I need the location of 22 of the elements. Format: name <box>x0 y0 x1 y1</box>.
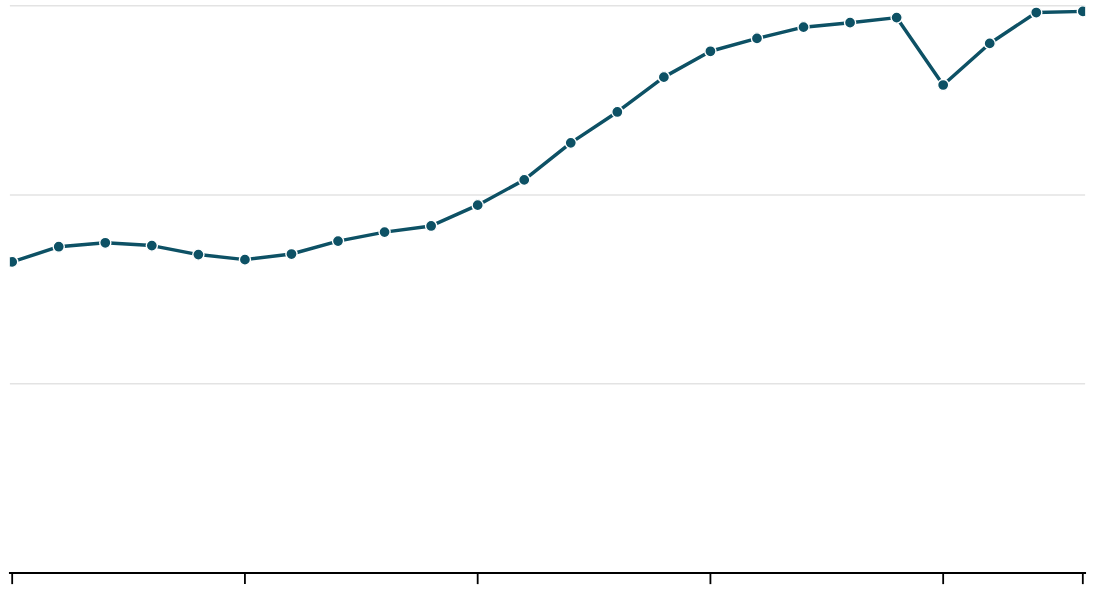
point <box>843 16 857 29</box>
point <box>378 225 391 239</box>
point <box>750 32 764 45</box>
point <box>331 234 345 248</box>
point <box>797 20 810 34</box>
point <box>611 105 624 119</box>
point <box>983 37 996 50</box>
point <box>1030 6 1043 19</box>
point <box>285 247 298 261</box>
point <box>564 136 578 150</box>
point <box>517 173 531 187</box>
point <box>657 70 671 84</box>
point <box>99 236 112 250</box>
point <box>52 240 65 253</box>
point <box>238 253 252 266</box>
point <box>424 219 438 233</box>
point <box>704 45 717 58</box>
point <box>936 78 950 92</box>
point <box>890 11 903 24</box>
point <box>192 248 205 261</box>
point <box>145 239 159 252</box>
point <box>471 198 484 212</box>
